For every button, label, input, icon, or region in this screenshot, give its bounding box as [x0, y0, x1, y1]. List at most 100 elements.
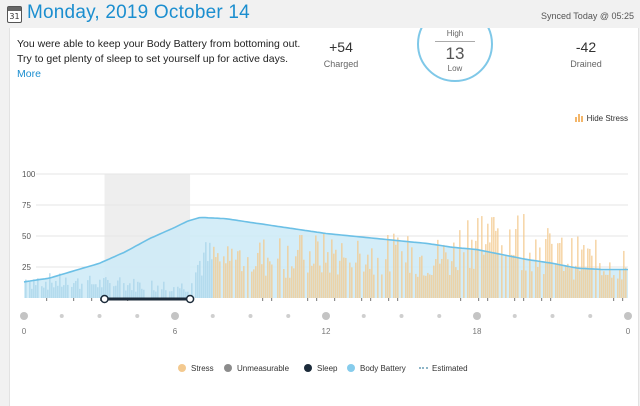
stress-bar: [449, 274, 451, 298]
stress-bar: [513, 254, 515, 298]
stress-bars-icon: [574, 114, 583, 122]
stress-bar: [67, 284, 69, 298]
stress-bar: [191, 283, 193, 298]
body-battery-card: You were able to keep your Body Battery …: [9, 28, 639, 406]
stress-bar: [35, 285, 37, 298]
stress-bar: [291, 266, 293, 298]
stress-bar: [421, 255, 423, 298]
sleep-end-marker: [185, 294, 195, 304]
stress-bar: [373, 274, 375, 298]
stress-bar: [565, 265, 567, 298]
calendar-day: 31: [9, 12, 20, 21]
stress-bar: [455, 267, 457, 298]
stress-bar: [25, 279, 27, 298]
stress-bar: [287, 245, 289, 298]
stress-bar: [173, 287, 175, 298]
stress-bar: [87, 280, 89, 298]
stress-bar: [463, 252, 465, 298]
stress-bar: [155, 291, 157, 298]
stress-bar: [101, 287, 103, 298]
stress-bar: [581, 249, 583, 298]
stress-bar: [263, 239, 265, 298]
unmeasurable-tick: [487, 298, 489, 301]
stress-bar: [29, 281, 31, 298]
stress-bar: [163, 281, 165, 298]
summary-text: You were able to keep your Body Battery …: [17, 37, 302, 82]
stress-bar: [549, 233, 551, 298]
stress-bar: [575, 265, 577, 298]
more-link[interactable]: More: [17, 68, 41, 80]
stress-bar: [247, 257, 249, 298]
stress-bar: [265, 275, 267, 298]
stress-bar: [199, 260, 201, 298]
legend-stress-label: Stress: [191, 364, 214, 373]
stress-bar: [97, 287, 99, 298]
stress-bar: [55, 280, 57, 298]
stress-bar: [481, 216, 483, 298]
stress-bar: [177, 286, 179, 298]
stress-bar: [387, 235, 389, 298]
stress-bar: [209, 242, 211, 298]
stress-bar: [317, 241, 319, 298]
summary-message: You were able to keep your Body Battery …: [17, 38, 301, 65]
sleep-start-marker: [100, 294, 109, 304]
stress-bar: [231, 248, 233, 298]
stress-bar: [587, 248, 589, 298]
stress-bar: [153, 290, 155, 298]
stress-bar: [105, 277, 107, 298]
stress-bar: [117, 280, 119, 298]
x-axis-major-dot: [624, 312, 632, 320]
stress-bar: [545, 239, 547, 298]
unmeasurable-tick: [334, 298, 336, 301]
stress-bar: [445, 252, 447, 298]
stress-bar: [493, 216, 495, 298]
stress-bar: [563, 271, 565, 298]
x-tick-label: 12: [322, 327, 331, 336]
stress-bar: [113, 286, 115, 298]
unmeasurable-tick: [91, 298, 93, 301]
hide-stress-toggle[interactable]: Hide Stress: [574, 114, 628, 123]
stress-bar: [237, 251, 239, 298]
stress-bar: [351, 267, 353, 298]
stress-bar: [223, 256, 225, 298]
stress-bar: [267, 257, 269, 298]
unmeasurable-tick: [46, 298, 48, 301]
stress-bar: [393, 233, 395, 298]
stress-bar: [47, 289, 49, 298]
stress-bar: [71, 286, 73, 298]
stress-bar: [49, 273, 51, 298]
sleep-swatch: [304, 364, 312, 372]
low-value: 13: [445, 44, 465, 63]
unmeasurable-tick: [397, 298, 399, 301]
stress-bar: [431, 274, 433, 298]
stress-bar: [357, 240, 359, 298]
stress-bar: [409, 272, 411, 298]
stress-bar: [207, 261, 209, 298]
stress-bar: [315, 235, 317, 298]
unmeasurable-tick: [460, 298, 462, 301]
calendar-icon[interactable]: 31: [7, 6, 22, 23]
drained-stat: -42 Drained: [551, 39, 621, 69]
unmeasurable-tick: [478, 298, 480, 301]
x-axis-minor-dot: [135, 314, 140, 318]
stress-bar: [621, 279, 623, 298]
stress-bar: [537, 266, 539, 298]
x-axis-minor-dot: [59, 314, 64, 318]
stress-bar: [497, 228, 499, 298]
stress-bar: [609, 262, 611, 298]
stress-bar: [337, 274, 339, 298]
unmeasurable-tick: [262, 298, 264, 301]
stress-bar: [603, 271, 605, 298]
stress-bar: [411, 247, 413, 298]
stress-bar: [557, 243, 559, 298]
stress-bar: [341, 243, 343, 298]
stress-bar: [605, 274, 607, 298]
stress-bar: [251, 271, 253, 298]
stress-bar: [433, 265, 435, 298]
stress-bar: [319, 265, 321, 298]
x-axis-minor-dot: [361, 314, 366, 318]
stress-bar: [427, 272, 429, 298]
charged-value: +54: [329, 39, 353, 55]
stress-bar: [77, 278, 79, 298]
stress-bar: [129, 283, 131, 298]
